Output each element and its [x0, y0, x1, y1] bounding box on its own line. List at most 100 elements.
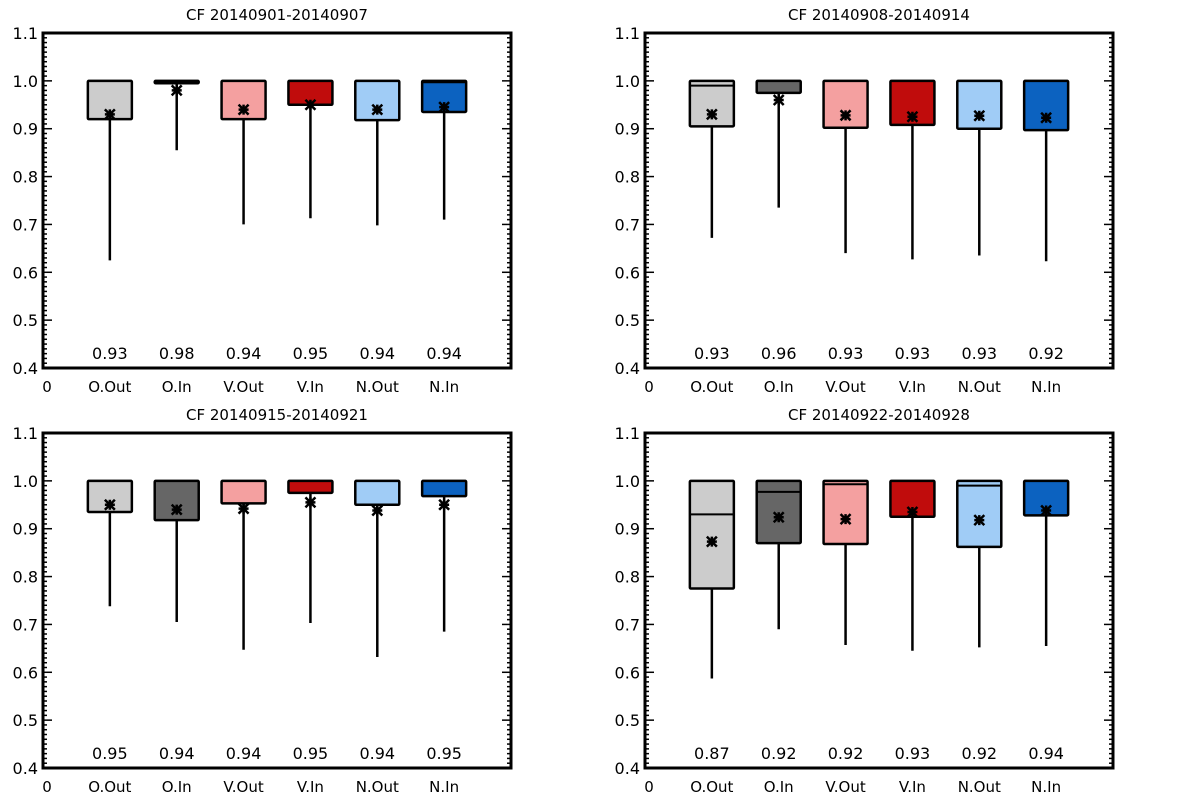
chart-panel: CF 20140901-20140907 0.4 0.5 0.6 0.7 0.8 0.9 1.…: [13, 6, 513, 396]
x-tick-label: 0: [644, 778, 654, 796]
mean-marker: [170, 503, 183, 516]
y-tick-label: 1.1: [13, 24, 38, 43]
box-rect: [688, 479, 736, 590]
x-tick-label: N.In: [429, 378, 459, 396]
mean-marker: [304, 496, 317, 509]
y-tick-label: 0.7: [615, 615, 640, 634]
x-tick-label: N.In: [1031, 778, 1061, 796]
box-v-out: 0.94: [220, 479, 267, 763]
y-tick-label: 1.0: [615, 72, 640, 91]
mean-marker: [839, 513, 852, 526]
mean-label: 0.87: [694, 744, 730, 763]
plot-frame: [643, 31, 1115, 370]
mean-marker: [103, 498, 116, 511]
x-tick-label: V.Out: [825, 378, 865, 396]
x-tick-label: V.In: [899, 778, 926, 796]
chart-title: CF 20140901-20140907: [186, 6, 368, 24]
box-rect: [755, 479, 802, 545]
y-tick-label: 0.4: [13, 359, 38, 378]
mean-marker: [237, 502, 250, 515]
mean-marker: [1040, 504, 1053, 517]
box-o-out: 0.93: [86, 79, 134, 363]
mean-label: 0.96: [761, 344, 797, 363]
y-tick-label: 0.6: [615, 263, 640, 282]
mean-label: 0.94: [426, 344, 462, 363]
box-n-out: 0.94: [354, 79, 401, 363]
y-tick-label: 0.9: [13, 120, 38, 139]
mean-marker: [973, 109, 986, 122]
box-o-in: 0.92: [755, 479, 802, 763]
y-tick-label: 0.8: [13, 168, 38, 187]
y-tick-label: 0.5: [615, 711, 640, 730]
x-tick-label: N.Out: [958, 778, 1001, 796]
box-rect: [220, 479, 267, 505]
box-rect: [822, 479, 869, 546]
mean-marker: [772, 94, 785, 106]
mean-label: 0.94: [359, 744, 395, 763]
x-tick-label: N.Out: [356, 378, 399, 396]
y-tick-label: 0.7: [13, 615, 38, 634]
mean-label: 0.93: [694, 344, 730, 363]
box-n-out: 0.94: [354, 479, 401, 763]
mean-marker: [304, 98, 317, 111]
box-o-out: 0.95: [86, 479, 134, 763]
chart-title: CF 20140915-20140921: [186, 406, 368, 424]
box-v-out: 0.92: [822, 479, 869, 763]
mean-marker: [103, 108, 116, 121]
y-tick-label: 0.4: [13, 759, 38, 778]
mean-label: 0.94: [1028, 744, 1064, 763]
box-v-in: 0.95: [287, 479, 334, 763]
mean-marker: [906, 110, 919, 123]
x-tick-label: 0: [42, 778, 52, 796]
box-v-out: 0.94: [220, 79, 267, 363]
mean-marker: [973, 514, 986, 526]
chart-title: CF 20140908-20140914: [788, 6, 970, 24]
box-rect: [354, 479, 401, 507]
box-o-in: 0.94: [153, 479, 200, 763]
y-tick-label: 1.1: [13, 424, 38, 443]
x-tick-label: O.In: [162, 378, 192, 396]
mean-marker: [170, 84, 183, 97]
mean-marker: [906, 506, 919, 518]
box-n-in: 0.95: [420, 479, 468, 763]
x-tick-label: V.Out: [223, 778, 263, 796]
box-o-out: 0.93: [688, 79, 736, 363]
y-tick-label: 0.9: [615, 520, 640, 539]
mean-label: 0.93: [828, 344, 864, 363]
y-tick-label: 0.6: [615, 663, 640, 682]
y-tick-label: 1.0: [13, 72, 38, 91]
y-tick-label: 1.0: [13, 472, 38, 491]
y-tick-label: 0.8: [615, 568, 640, 587]
y-tick-label: 0.4: [615, 359, 640, 378]
mean-label: 0.95: [293, 344, 329, 363]
plot-frame: [41, 31, 513, 370]
y-tick-label: 1.1: [615, 24, 640, 43]
chart-title: CF 20140922-20140928: [788, 406, 970, 424]
mean-label: 0.93: [895, 744, 931, 763]
x-tick-label: O.Out: [88, 778, 131, 796]
x-tick-label: V.Out: [223, 378, 263, 396]
mean-marker: [237, 103, 250, 116]
mean-marker: [371, 103, 384, 116]
y-tick-label: 0.8: [615, 168, 640, 187]
chart-panel: CF 20140908-20140914 0.4 0.5 0.6 0.7 0.8 0.9 1.…: [615, 6, 1115, 396]
y-tick-label: 0.5: [13, 311, 38, 330]
mean-label: 0.92: [761, 744, 797, 763]
y-tick-label: 1.1: [615, 424, 640, 443]
box-n-out: 0.93: [956, 79, 1003, 363]
y-tick-label: 0.7: [13, 215, 38, 234]
box-rect: [755, 79, 802, 95]
box-rect: [1022, 79, 1070, 132]
box-rect: [822, 79, 869, 130]
chart-panel: CF 20140915-20140921 0.4 0.5 0.6 0.7 0.8 0.9 1.…: [13, 406, 513, 796]
mean-label: 0.95: [92, 744, 128, 763]
box-o-out: 0.87: [688, 479, 736, 763]
y-tick-label: 0.6: [13, 663, 38, 682]
mean-label: 0.98: [159, 344, 195, 363]
mean-label: 0.93: [961, 344, 997, 363]
box-rect: [287, 479, 334, 495]
mean-marker: [839, 109, 852, 122]
box-rect: [956, 79, 1003, 130]
chart-panel: CF 20140922-20140928 0.4 0.5 0.6 0.7 0.8 0.9 1.…: [615, 406, 1115, 796]
